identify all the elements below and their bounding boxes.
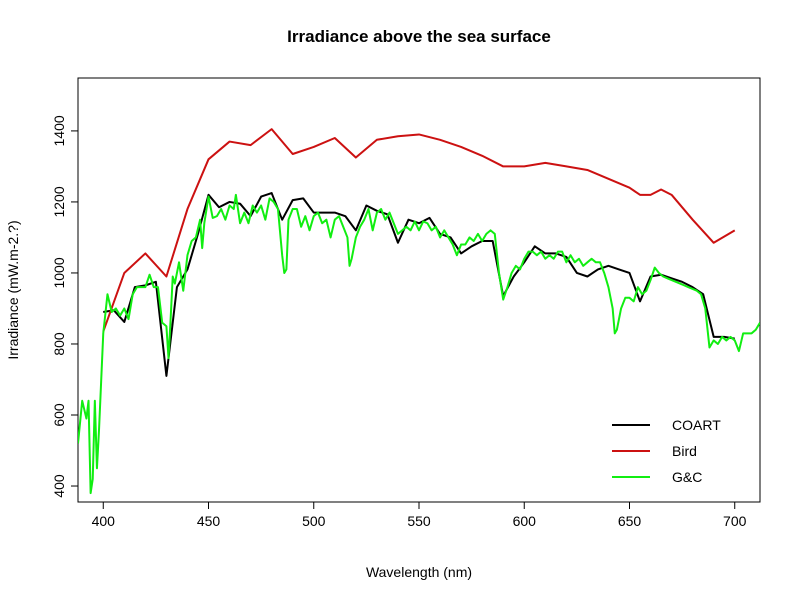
x-tick-label: 650 <box>618 513 642 529</box>
y-tick-label: 800 <box>51 332 67 356</box>
x-tick-label: 700 <box>723 513 747 529</box>
x-tick-label: 500 <box>302 513 326 529</box>
x-tick-label: 400 <box>92 513 116 529</box>
series-line <box>102 128 736 332</box>
x-tick-label: 600 <box>513 513 537 529</box>
y-tick-label: 600 <box>51 403 67 427</box>
y-tick-label: 1000 <box>51 257 67 288</box>
y-axis-label: Irradiance (mW.m-2.?) <box>5 220 21 359</box>
series-line <box>103 192 735 377</box>
plot-frame <box>77 77 761 503</box>
legend-label: G&C <box>672 469 702 485</box>
chart-title: Irradiance above the sea surface <box>287 27 551 46</box>
x-tick-label: 450 <box>197 513 221 529</box>
legend-label: Bird <box>672 443 697 459</box>
legend-label: COART <box>672 417 721 433</box>
x-tick-label: 550 <box>407 513 431 529</box>
y-tick-label: 1200 <box>51 186 67 217</box>
x-axis-label: Wavelength (nm) <box>366 564 472 580</box>
series-line <box>78 193 760 495</box>
y-tick-label: 1400 <box>51 115 67 146</box>
y-tick-label: 400 <box>51 474 67 498</box>
